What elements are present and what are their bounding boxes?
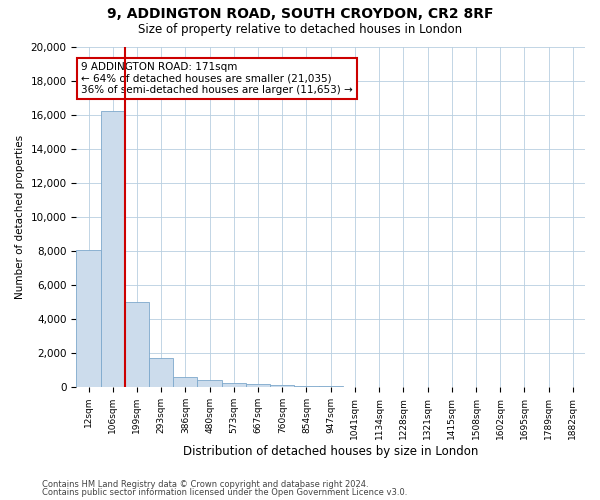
Bar [173, 377, 197, 387]
Bar [197, 380, 222, 387]
Bar [270, 385, 295, 387]
Bar [319, 386, 343, 387]
Bar [125, 302, 149, 387]
Bar [343, 386, 367, 387]
Text: Contains HM Land Registry data © Crown copyright and database right 2024.: Contains HM Land Registry data © Crown c… [42, 480, 368, 489]
Text: 9 ADDINGTON ROAD: 171sqm
← 64% of detached houses are smaller (21,035)
36% of se: 9 ADDINGTON ROAD: 171sqm ← 64% of detach… [82, 62, 353, 95]
Text: Contains public sector information licensed under the Open Government Licence v3: Contains public sector information licen… [42, 488, 407, 497]
Bar [149, 358, 173, 387]
Bar [295, 386, 319, 387]
Bar [101, 111, 125, 387]
X-axis label: Distribution of detached houses by size in London: Distribution of detached houses by size … [183, 444, 478, 458]
Bar [76, 250, 101, 387]
Bar [246, 384, 270, 387]
Bar [222, 383, 246, 387]
Text: Size of property relative to detached houses in London: Size of property relative to detached ho… [138, 22, 462, 36]
Text: 9, ADDINGTON ROAD, SOUTH CROYDON, CR2 8RF: 9, ADDINGTON ROAD, SOUTH CROYDON, CR2 8R… [107, 8, 493, 22]
Y-axis label: Number of detached properties: Number of detached properties [15, 134, 25, 299]
